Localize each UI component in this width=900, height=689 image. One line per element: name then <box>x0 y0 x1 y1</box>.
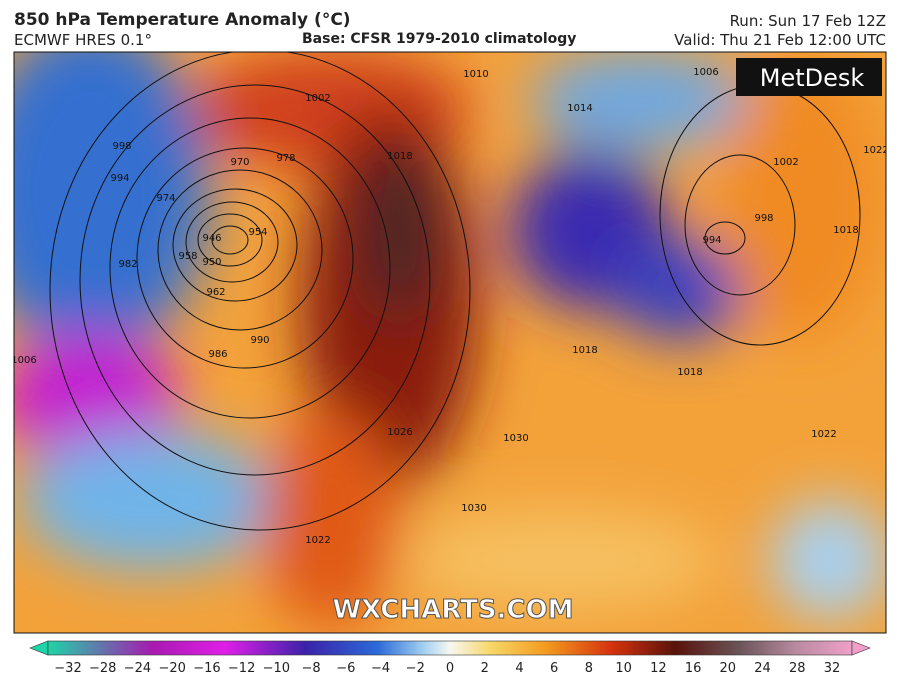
colorbar-tick: 20 <box>720 661 737 676</box>
colorbar-tick: 2 <box>481 661 489 676</box>
isobar-label: 1006 <box>693 67 718 78</box>
isobar-label: 1030 <box>461 503 486 514</box>
watermark: WXCHARTS.COM <box>332 595 573 625</box>
isobar-label: 946 <box>202 233 221 244</box>
isobar-label: 998 <box>112 141 131 152</box>
colorbar: −32 −28 −24 −20 −16 −12 −10 −8 −6 −4 −2 0 2 4 6 8 10 12 16… <box>29 640 871 676</box>
colorbar-tick: 0 <box>446 661 454 676</box>
isobar-label: 990 <box>250 335 269 346</box>
logo: MetDesk <box>760 64 865 92</box>
colorbar-tick: 4 <box>515 661 523 676</box>
isobar-label: 994 <box>702 235 721 246</box>
isobar-label: 1002 <box>305 93 330 104</box>
colorbar-tick: 32 <box>824 661 841 676</box>
colorbar-tick: 24 <box>754 661 771 676</box>
isobar-label: 1018 <box>572 345 597 356</box>
colorbar-tick: −32 <box>54 661 81 676</box>
colorbar-tick: −12 <box>228 661 255 676</box>
run: Run: Sun 17 Feb 12Z <box>729 12 886 30</box>
colorbar-tick: −8 <box>302 661 321 676</box>
colorbar-tick: −28 <box>89 661 116 676</box>
isobar-label: 1026 <box>387 427 412 438</box>
isobar-label: 1018 <box>833 225 858 236</box>
isobar-labels: 1010 1014 1006 1002 998 994 1018 1022 97… <box>11 67 888 546</box>
isobar-label: 998 <box>754 213 773 224</box>
isobar-label: 962 <box>206 287 225 298</box>
isobar-label: 986 <box>208 349 227 360</box>
colorbar-tick: 12 <box>650 661 667 676</box>
isobar-label: 982 <box>118 259 137 270</box>
isobar-label: 1014 <box>567 103 592 114</box>
isobar-label: 1022 <box>811 429 836 440</box>
title: 850 hPa Temperature Anomaly (°C) <box>14 10 351 30</box>
colorbar-tick: 8 <box>585 661 593 676</box>
colorbar-tick: −4 <box>371 661 390 676</box>
isobar-label: 1006 <box>11 355 36 366</box>
model: ECMWF HRES 0.1° <box>14 31 152 49</box>
isobar-label: 1018 <box>677 367 702 378</box>
map: MetDesk WXCHARTS.COM 1010 1014 1006 1002… <box>11 52 888 633</box>
isobar-label: 950 <box>202 257 221 268</box>
isobar-label: 954 <box>248 227 267 238</box>
isobar-label: 1022 <box>863 145 888 156</box>
colorbar-tick: −6 <box>336 661 355 676</box>
isobar-label: 1010 <box>463 69 488 80</box>
colorbar-tick: −24 <box>124 661 151 676</box>
isobar-label: 1030 <box>503 433 528 444</box>
isobar-label: 974 <box>156 193 175 204</box>
isobar-label: 978 <box>276 153 295 164</box>
colorbar-tick: −10 <box>263 661 290 676</box>
colorbar-tick: −2 <box>406 661 425 676</box>
isobar-label: 1022 <box>305 535 330 546</box>
colorbar-tick: −16 <box>193 661 220 676</box>
colorbar-tick: −20 <box>158 661 185 676</box>
isobar-label: 958 <box>178 251 197 262</box>
isobar-label: 1018 <box>387 151 412 162</box>
colorbar-tick: 28 <box>789 661 806 676</box>
map-frame <box>13 51 887 634</box>
base: Base: CFSR 1979-2010 climatology <box>302 31 577 47</box>
valid: Valid: Thu 21 Feb 12:00 UTC <box>674 31 886 49</box>
colorbar-tick: 10 <box>615 661 632 676</box>
colorbar-tick: 16 <box>685 661 702 676</box>
colorbar-tick: 6 <box>550 661 558 676</box>
isobar-label: 970 <box>230 157 249 168</box>
isobar-label: 1002 <box>773 157 798 168</box>
isobar-label: 994 <box>110 173 129 184</box>
